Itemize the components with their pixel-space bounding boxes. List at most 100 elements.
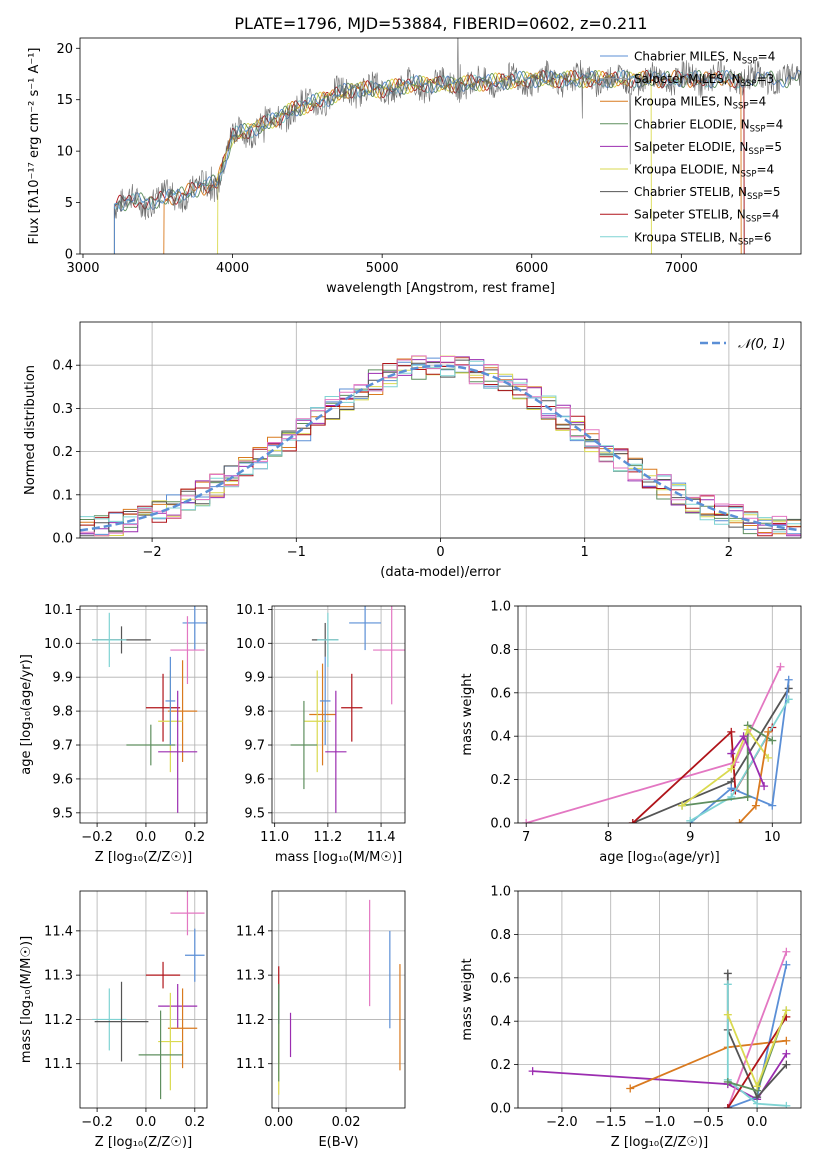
legend: Chabrier MILES, NSSP=4 Salpeter MILES, NS…: [600, 50, 783, 247]
weight-marker: [723, 969, 732, 978]
axes-mass_vs_Z: −0.2 0.0 0.2 11.1 11.2 11.3 11.4 Z [log₁₀(Z/Z☉)…: [19, 890, 208, 1150]
subscript: SSP: [741, 170, 757, 180]
grid: [80, 891, 207, 1108]
x-tick-label: −0.5: [693, 1115, 725, 1130]
axes-frame: [271, 605, 406, 824]
x-tick-label: 2: [725, 545, 733, 560]
y-tick-label: 11.3: [236, 969, 265, 984]
y-tick-label: 9.6: [52, 772, 73, 787]
weight-marker: [782, 1049, 791, 1058]
error-bar-point: [158, 690, 198, 813]
weight-marker: [776, 662, 785, 671]
x-tick-label: 7: [522, 830, 530, 845]
x-tick-label: 4000: [216, 261, 249, 276]
legend-value: =4: [766, 117, 784, 131]
y-tick-label: 11.3: [44, 969, 73, 984]
y-tick-label: 0.8: [490, 643, 511, 658]
legend-entry: Kroupa MILES, NSSP=4: [634, 95, 766, 112]
error-bar-point: [303, 670, 331, 773]
plot-area: [278, 899, 401, 1095]
legend-value: =4: [756, 163, 774, 177]
weight-marker: [768, 801, 777, 810]
legend-value: =6: [754, 230, 772, 244]
error-bar-point: [349, 606, 382, 651]
subscript: SSP: [747, 192, 763, 202]
plot-area: [80, 355, 801, 537]
normal-curve: [80, 364, 801, 532]
x-tick-label: 8: [604, 830, 612, 845]
axes-frame: [79, 890, 208, 1109]
x-tick-label: 3000: [66, 261, 99, 276]
x-tick-label: 11.4: [367, 830, 396, 845]
y-tick-label: 0: [65, 248, 73, 263]
weight-line: [681, 723, 773, 807]
error-bar-point: [170, 891, 205, 936]
error-bar-point: [94, 981, 149, 1062]
error-bar-point: [138, 1010, 183, 1100]
legend-value: =4: [762, 208, 780, 222]
histogram-step: [80, 360, 801, 533]
weight-marker: [782, 960, 791, 969]
subscript: SSP: [742, 57, 758, 67]
legend: 𝒩(0, 1): [700, 337, 785, 352]
x-tick-label: 7000: [665, 261, 698, 276]
y-tick-label: 11.4: [236, 924, 265, 939]
y-tick-label: 11.1: [44, 1057, 73, 1072]
axes-spectrum: 3000 4000 5000 6000 7000 0 5 10 15 20 wavelength […: [27, 37, 802, 296]
error-bar-point: [290, 700, 318, 790]
legend-entry: Chabrier ELODIE, NSSP=4: [634, 117, 783, 134]
x-tick-label: 9: [686, 830, 694, 845]
x-tick-label: 0.02: [332, 1115, 361, 1130]
y-tick-label: 9.7: [244, 739, 265, 754]
x-tick-label: 1: [581, 545, 589, 560]
legend-value: =5: [764, 140, 782, 154]
weight-marker: [760, 782, 769, 791]
error-bar-point: [92, 988, 127, 1051]
weight-marker: [628, 819, 637, 823]
weight-marker: [528, 1067, 537, 1076]
y-axis-label: Normed distribution: [23, 365, 38, 495]
weight-marker: [727, 784, 736, 793]
y-tick-label: 9.8: [244, 705, 265, 720]
weight-marker: [743, 792, 752, 801]
x-tick-label: −2.0: [546, 1115, 578, 1130]
x-tick-label: 0.0: [136, 830, 157, 845]
y-tick-label: 10: [56, 145, 73, 160]
y-tick-label: 10.1: [44, 603, 73, 618]
error-bar-point: [309, 663, 336, 766]
plot-area: [113, 38, 801, 254]
error-bar-point: [319, 656, 331, 746]
y-tick-label: 9.9: [244, 671, 265, 686]
error-bar-point: [170, 616, 205, 684]
error-bar-point: [158, 992, 183, 1091]
axes-residuals: −2 −1 0 1 2 0.0 0.1 0.2 0.3 0.4 (data-model)/error…: [23, 321, 802, 580]
weight-marker: [784, 675, 793, 684]
y-tick-label: 9.5: [244, 806, 265, 821]
y-axis-label: Flux [fλ10⁻¹⁷ erg cm⁻² s⁻¹ A⁻¹]: [27, 48, 42, 245]
error-bar-point: [325, 690, 347, 813]
y-tick-label: 11.1: [236, 1057, 265, 1072]
weight-marker: [764, 727, 773, 736]
weight-marker: [782, 1006, 791, 1015]
axes-frame: [517, 890, 802, 1109]
error-bar-point: [317, 612, 339, 668]
weight-marker: [782, 947, 791, 956]
y-tick-label: 9.9: [52, 671, 73, 686]
subscript: SSP: [750, 124, 766, 134]
weight-line: [632, 727, 774, 823]
weight-marker: [735, 819, 744, 823]
error-bar-point: [126, 724, 176, 766]
y-tick-label: 11.4: [44, 924, 73, 939]
weight-marker: [723, 1104, 732, 1108]
weight-marker: [753, 1082, 762, 1091]
weight-marker: [751, 801, 760, 810]
y-tick-label: 1.0: [490, 600, 511, 615]
y-tick-label: 9.6: [244, 772, 265, 787]
weight-marker: [727, 764, 736, 773]
x-tick-label: 0: [436, 545, 444, 560]
legend-entry: Chabrier STELIB, NSSP=5: [634, 185, 781, 202]
x-tick-label: −2: [143, 545, 162, 560]
axes-frame: [79, 321, 802, 539]
